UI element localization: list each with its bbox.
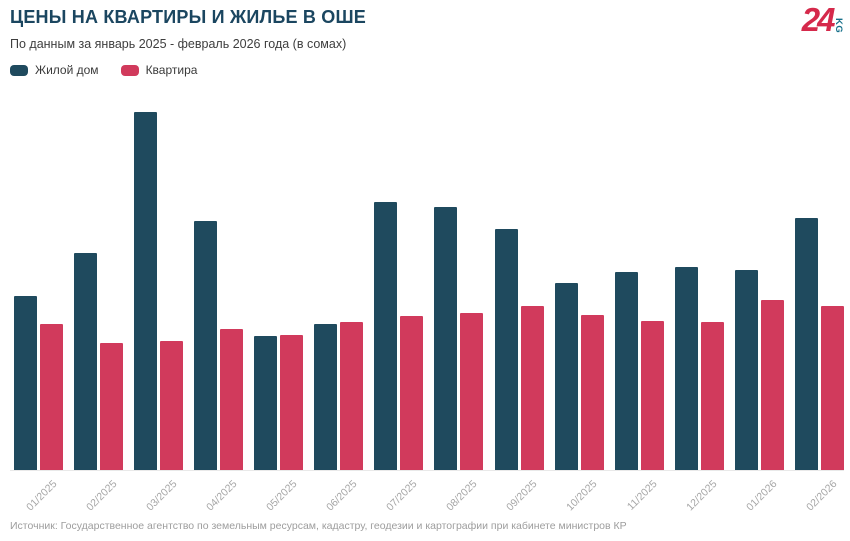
bar-kvartira xyxy=(40,324,63,470)
bar-kvartira xyxy=(340,322,364,470)
legend-item-apartment: Квартира xyxy=(120,63,198,77)
page-subtitle: По данным за январь 2025 - февраль 2026 … xyxy=(10,37,347,51)
chart-legend: Жилой дом Квартира xyxy=(10,63,197,77)
bar-group: 02/2025 xyxy=(74,91,124,513)
x-axis-label: 11/2025 xyxy=(624,478,660,513)
x-axis-label: 07/2025 xyxy=(384,478,420,514)
bar-zhiloy-dom xyxy=(614,271,638,470)
logo-number: 24 xyxy=(801,1,836,38)
x-axis-label: 04/2025 xyxy=(203,478,240,514)
bar-group: 09/2025 xyxy=(494,91,544,513)
bar-group: 06/2025 xyxy=(314,91,364,513)
bar-zhiloy-dom xyxy=(734,269,758,470)
bar-kvartira xyxy=(520,306,544,470)
legend-label: Квартира xyxy=(145,63,198,77)
bar-zhiloy-dom xyxy=(434,206,458,470)
bar-zhiloy-dom xyxy=(794,217,818,470)
page-title: ЦЕНЫ НА КВАРТИРЫ И ЖИЛЬЕ В ОШЕ xyxy=(10,7,367,27)
bar-group: 01/2025 xyxy=(14,91,63,513)
bar-zhiloy-dom xyxy=(14,296,37,470)
bar-group: 01/2026 xyxy=(734,91,784,513)
apartment-color-swatch xyxy=(120,64,139,76)
bar-zhiloy-dom xyxy=(314,324,338,470)
x-axis-label: 01/2026 xyxy=(744,478,780,514)
bar-group: 12/2025 xyxy=(674,91,724,513)
bar-group: 02/2026 xyxy=(794,91,844,513)
x-axis-label: 09/2025 xyxy=(504,478,540,514)
bar-kvartira xyxy=(640,321,664,470)
bar-group: 04/2025 xyxy=(194,91,244,513)
logo-country-code: KG xyxy=(833,18,844,34)
bar-zhiloy-dom xyxy=(194,220,218,470)
bar-group: 11/2025 xyxy=(614,91,664,513)
bar-group: 07/2025 xyxy=(374,91,424,513)
legend-label: Жилой дом xyxy=(35,63,99,77)
x-axis-label: 06/2025 xyxy=(323,478,360,514)
x-axis-label: 08/2025 xyxy=(444,478,480,514)
source-attribution: Источник: Государственное агентство по з… xyxy=(10,520,627,532)
bar-group: 10/2025 xyxy=(554,91,604,513)
bar-zhiloy-dom xyxy=(494,228,518,470)
bar-zhiloy-dom xyxy=(74,252,98,470)
bar-kvartira xyxy=(820,306,844,470)
bar-zhiloy-dom xyxy=(254,336,278,470)
bar-group: 03/2025 xyxy=(134,91,184,513)
bar-zhiloy-dom xyxy=(674,266,698,470)
bar-zhiloy-dom xyxy=(374,201,398,470)
bar-kvartira xyxy=(400,316,424,470)
bar-kvartira xyxy=(220,329,244,470)
bar-zhiloy-dom xyxy=(554,282,578,470)
bar-kvartira xyxy=(580,315,604,470)
bar-group: 08/2025 xyxy=(434,91,484,513)
plot-area: 01/2025 02/2025 03/2025 04/2025 05/2025 06/20… xyxy=(10,91,844,513)
legend-item-house: Жилой дом xyxy=(10,63,99,77)
bar-kvartira xyxy=(760,300,784,470)
bar-zhiloy-dom xyxy=(134,111,158,470)
x-axis-label: 10/2025 xyxy=(564,478,600,514)
bar-kvartira xyxy=(460,313,484,470)
x-axis-label: 03/2025 xyxy=(143,478,180,514)
x-axis-label: 01/2025 xyxy=(23,478,59,514)
bar-kvartira xyxy=(280,335,304,470)
bar-group: 05/2025 xyxy=(254,91,304,513)
bar-kvartira xyxy=(100,343,124,470)
bar-kvartira xyxy=(700,322,724,470)
x-axis-label: 02/2026 xyxy=(804,478,840,514)
x-axis-label: 12/2025 xyxy=(684,478,720,514)
x-axis-label: 05/2025 xyxy=(263,478,300,514)
house-color-swatch xyxy=(10,64,28,76)
24kg-logo: 24 KG xyxy=(801,1,844,38)
x-axis-label: 02/2025 xyxy=(83,478,120,514)
bar-kvartira xyxy=(160,341,184,470)
